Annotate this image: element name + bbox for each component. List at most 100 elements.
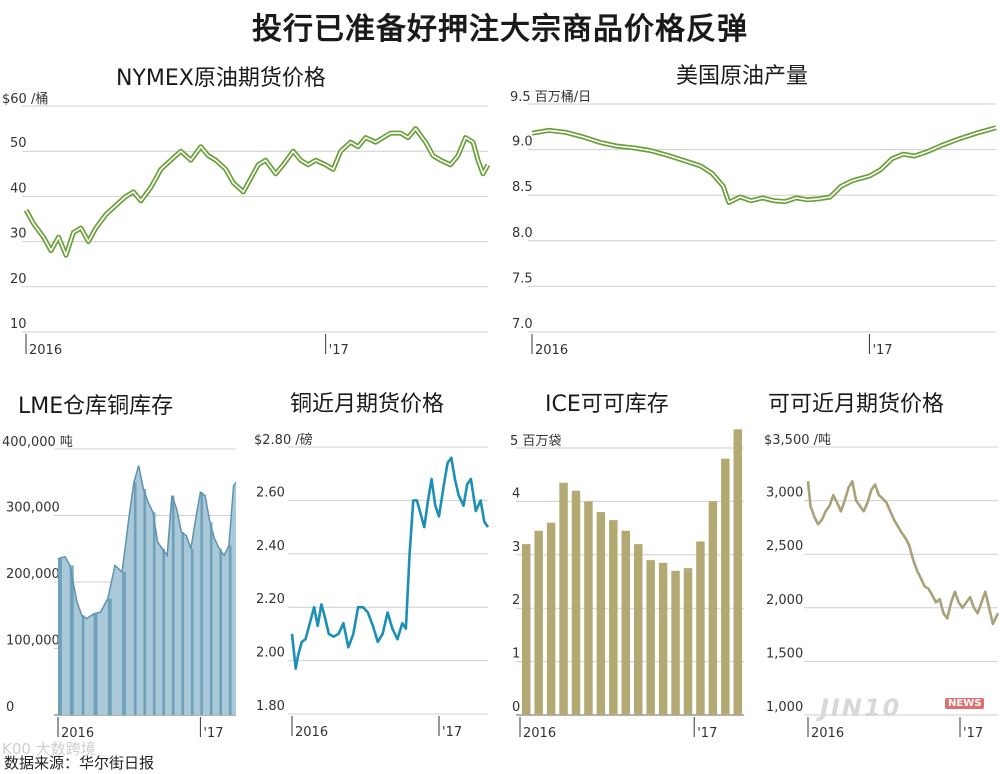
page-title: 投行已准备好押注大宗商品价格反弹 [252, 12, 748, 47]
footer-source: 数据来源：华尔街日报 [4, 754, 155, 772]
y-tick-label: 2.40 [256, 539, 285, 554]
area-band [181, 532, 185, 715]
y-tick-label: 2.20 [256, 592, 285, 607]
x-tick-label: 2016 [811, 726, 844, 741]
y-tick-label: 300,000 [6, 501, 60, 516]
bar [683, 568, 693, 715]
bar [696, 541, 705, 715]
y-tick-label: 1,000 [766, 700, 803, 715]
series-line-outer [23, 126, 491, 258]
y-tick-label: 1.80 [256, 699, 285, 714]
area-band [122, 572, 126, 715]
area-band [81, 615, 85, 715]
area-band [200, 492, 204, 715]
area-band [143, 488, 147, 715]
bar [546, 522, 556, 715]
series-line-inner [531, 126, 997, 204]
y-tick-label: 20 [10, 272, 27, 287]
unit-label: $60 /桶 [2, 92, 48, 107]
watermark-left: K00 大数跨境 [2, 740, 96, 758]
series-line-inner [25, 127, 489, 256]
y-tick-label: 2 [512, 593, 520, 608]
watermark-news-badge: NEWS [945, 698, 985, 709]
unit-label: $3,500 /吨 [764, 433, 831, 448]
y-tick-label: 7.0 [512, 317, 533, 332]
series-line [290, 456, 490, 670]
bar [721, 458, 730, 715]
x-tick-label: '17 [697, 726, 717, 741]
area-band [133, 482, 137, 715]
unit-label: $2.80 /磅 [254, 432, 313, 448]
bar [609, 520, 618, 715]
x-tick-label: 2016 [61, 726, 94, 741]
x-tick-label: 2016 [523, 726, 556, 741]
area-band [107, 598, 112, 715]
x-tick-label: '17 [963, 726, 983, 741]
area-band [58, 558, 62, 715]
area-band [152, 512, 156, 715]
x-tick-label: 2016 [295, 725, 328, 740]
y-tick-label: 40 [10, 181, 27, 196]
area-band [219, 548, 222, 715]
bar [708, 501, 718, 715]
chart-title-cocoa-price: 可可近月期货价格 [768, 392, 945, 417]
y-tick-label: 8.0 [512, 226, 533, 241]
bar [671, 570, 680, 715]
chart-title-us-oil: 美国原油产量 [676, 64, 809, 89]
bar [584, 501, 593, 715]
bar [571, 490, 581, 715]
area-band [171, 495, 175, 715]
x-tick-label: 2016 [535, 343, 568, 358]
y-tick-label: 2.60 [256, 485, 285, 500]
series-line [806, 480, 1000, 626]
area-band [209, 522, 213, 715]
chart-title-nymex: NYMEX原油期货价格 [116, 66, 326, 91]
bar [521, 544, 531, 715]
unit-label: 9.5 百万桶/日 [510, 90, 591, 105]
bar [646, 560, 655, 715]
y-tick-label: 50 [10, 136, 27, 151]
y-tick-label: 0 [512, 700, 520, 715]
y-tick-label: 7.5 [512, 271, 533, 286]
x-tick-label: '17 [872, 343, 892, 358]
y-tick-label: 10 [10, 317, 27, 332]
y-tick-label: 100,000 [6, 634, 60, 649]
area-edge [57, 465, 237, 620]
bar [733, 429, 743, 715]
area-fill [58, 465, 236, 715]
area-band [228, 545, 232, 715]
area-band [162, 548, 166, 715]
bar [559, 482, 568, 715]
y-tick-label: 3,000 [766, 486, 803, 501]
x-tick-label: '17 [329, 343, 349, 358]
watermark-right: JIN10 [820, 694, 902, 722]
bar [621, 530, 631, 715]
y-tick-label: 2,000 [766, 593, 803, 608]
y-tick-label: 200,000 [6, 567, 60, 582]
chart-title-copper-price: 铜近月期货价格 [290, 392, 445, 417]
y-tick-label: 30 [10, 227, 27, 242]
chart-cocoa-price: $3,500 /吨 3,000 2,500 2,000 1,500 1,000 2016 '1… [764, 433, 1000, 741]
y-tick-label: 9.0 [512, 135, 533, 150]
bar [596, 512, 606, 715]
bar [633, 544, 643, 715]
area-band [190, 548, 194, 715]
y-tick-label: 2.00 [256, 646, 285, 661]
y-tick-label: 0 [6, 700, 14, 715]
y-tick-label: 2,500 [766, 539, 803, 554]
bar [534, 530, 543, 715]
y-tick-label: 4 [512, 486, 520, 501]
y-tick-label: 3 [512, 540, 520, 555]
chart-copper-price: $2.80 /磅 2.60 2.40 2.20 2.00 1.80 2016 '17 [254, 432, 490, 740]
x-tick-label: 2016 [29, 343, 62, 358]
bar [658, 562, 668, 715]
series-line-outer [531, 125, 997, 205]
unit-label: 5 百万袋 [510, 434, 561, 449]
x-tick-label: '17 [203, 726, 223, 741]
y-tick-label: 8.5 [512, 180, 533, 195]
y-tick-label: 1,500 [766, 646, 803, 661]
chart-lme-copper: 400,000 吨 300,000 200,000 100,000 0 2016 '17 [2, 435, 237, 741]
